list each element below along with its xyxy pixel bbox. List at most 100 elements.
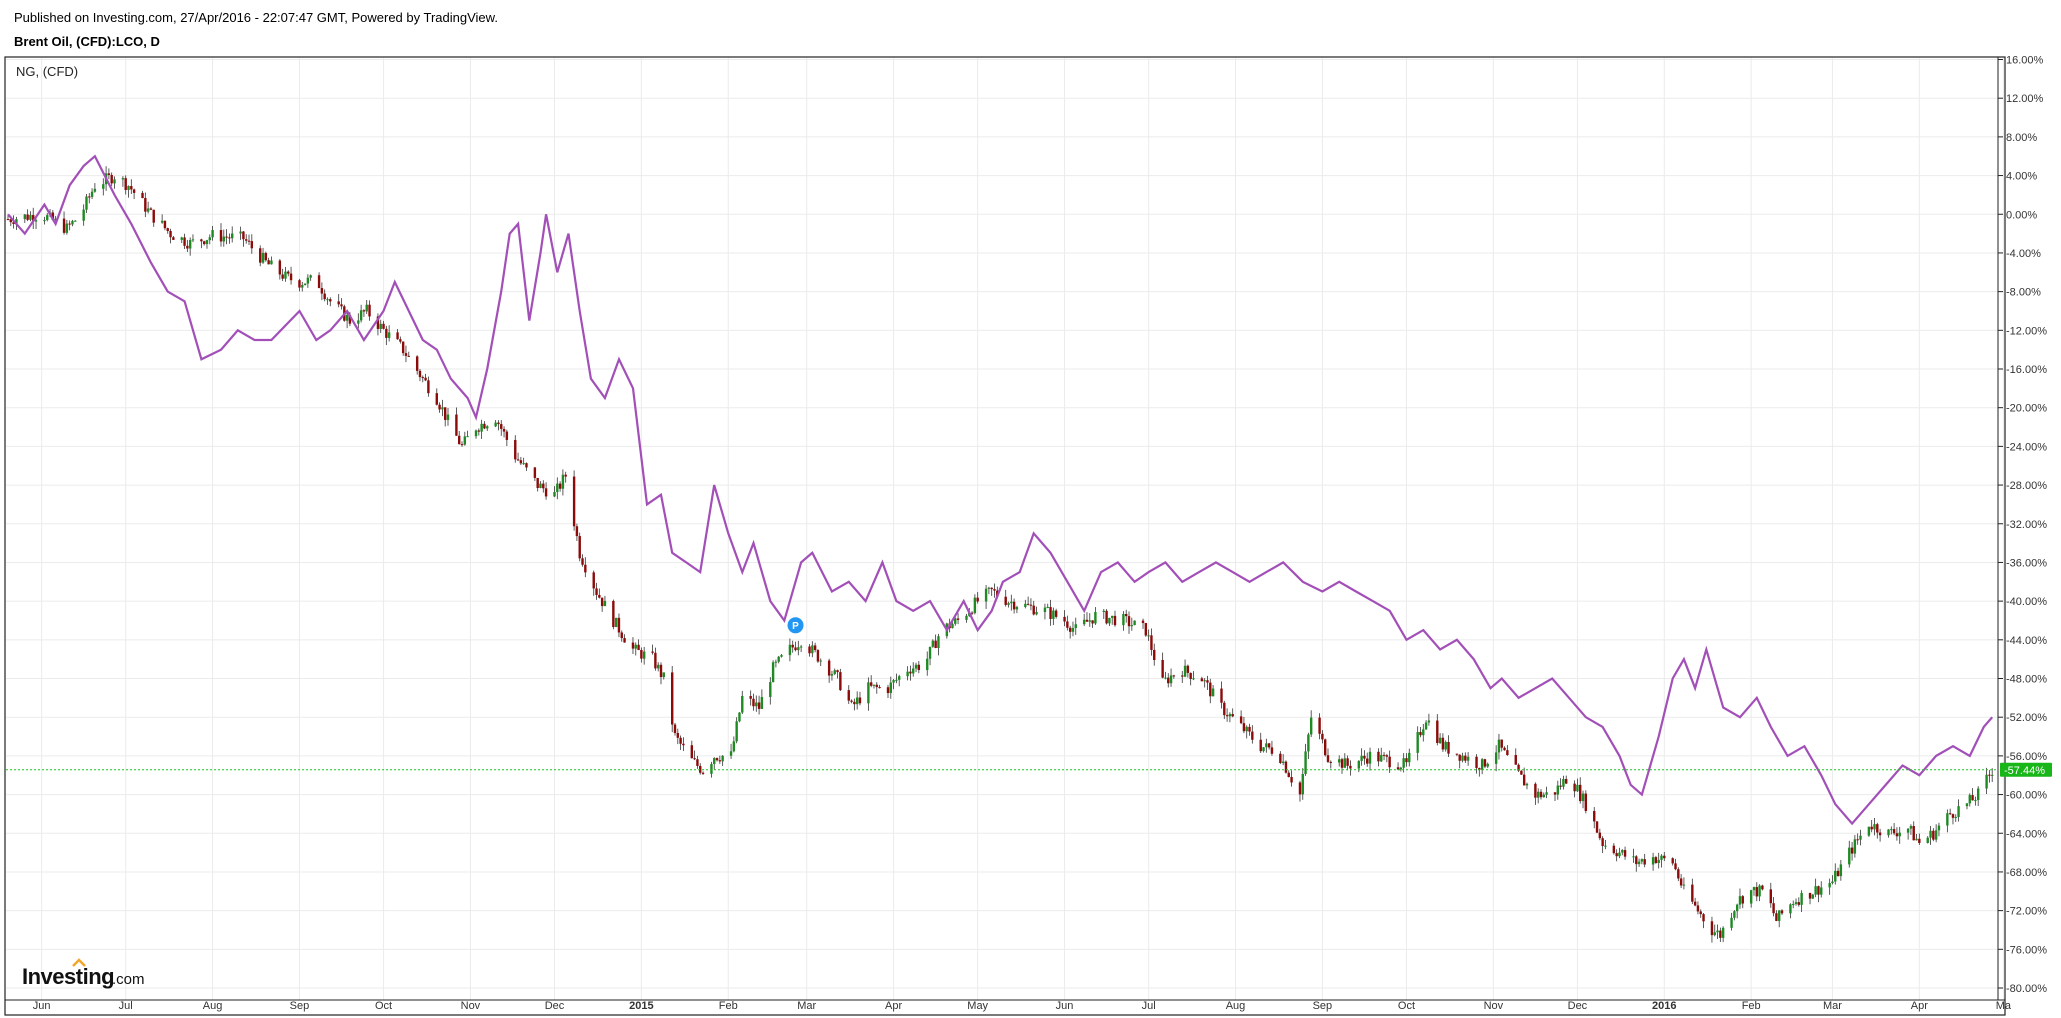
- candle: [1074, 617, 1077, 635]
- candle: [1640, 858, 1644, 865]
- candle: [830, 670, 834, 681]
- candle: [281, 268, 284, 282]
- candle: [1542, 792, 1545, 798]
- candle: [110, 172, 113, 187]
- candle: [320, 282, 324, 301]
- x-tick-label: Feb: [1742, 1000, 1761, 1012]
- candle: [231, 226, 234, 243]
- candle: [1932, 828, 1935, 842]
- x-tick-label: Jun: [33, 1000, 51, 1012]
- candle: [1794, 898, 1798, 906]
- candle: [211, 225, 214, 241]
- candle: [284, 266, 287, 282]
- candle: [1161, 652, 1164, 679]
- candle: [183, 233, 186, 250]
- candle: [1150, 628, 1153, 656]
- candle: [1480, 757, 1484, 775]
- candle: [132, 188, 136, 200]
- candle: [572, 470, 576, 531]
- candle: [1778, 910, 1781, 928]
- candle: [474, 429, 478, 439]
- y-tick-label: -80.00%: [2006, 983, 2047, 995]
- candle: [205, 239, 209, 249]
- candle: [1839, 859, 1843, 881]
- candle: [631, 637, 635, 654]
- candle: [1441, 733, 1445, 752]
- candle: [1539, 789, 1543, 800]
- candle: [956, 613, 960, 625]
- candle: [774, 659, 778, 668]
- candle: [202, 240, 206, 246]
- candle: [757, 695, 761, 715]
- candle: [1876, 822, 1879, 839]
- candle: [1141, 618, 1145, 629]
- candle: [1506, 745, 1509, 756]
- candle: [990, 587, 993, 596]
- x-tick-label: Apr: [885, 1000, 902, 1012]
- candle: [1710, 916, 1714, 943]
- candle: [65, 219, 69, 235]
- x-tick-label: Aug: [1226, 1000, 1246, 1012]
- candle: [1853, 835, 1857, 858]
- candle: [1483, 758, 1487, 769]
- candle: [418, 369, 422, 382]
- candle: [847, 685, 850, 704]
- x-tick-label: Oct: [1398, 1000, 1415, 1012]
- candle: [973, 594, 977, 615]
- candle: [1918, 833, 1921, 845]
- candle: [855, 691, 859, 710]
- candle: [1396, 762, 1400, 771]
- candle: [1873, 818, 1876, 836]
- candle: [1251, 725, 1254, 744]
- candle: [407, 351, 410, 357]
- candle: [486, 425, 489, 431]
- candle: [1892, 823, 1896, 836]
- candle: [247, 234, 251, 245]
- candle: [1985, 767, 1988, 795]
- candle: [1447, 735, 1450, 758]
- candle: [1144, 622, 1148, 637]
- candle: [1091, 620, 1094, 628]
- candle: [1029, 598, 1033, 611]
- chart-frame: [4, 56, 2006, 1016]
- candle: [121, 176, 125, 187]
- candle: [1127, 611, 1131, 634]
- candle: [480, 419, 483, 439]
- candle: [987, 586, 991, 595]
- candle: [1326, 748, 1330, 763]
- candle: [317, 272, 321, 289]
- candle: [898, 674, 901, 687]
- x-tick-label: Dec: [545, 1000, 565, 1012]
- candle: [1105, 609, 1108, 625]
- event-marker[interactable]: P: [787, 617, 804, 634]
- candle: [1730, 912, 1733, 931]
- candle: [926, 651, 929, 676]
- candle: [149, 207, 153, 211]
- y-tick-label: -60.00%: [2006, 790, 2047, 802]
- y-tick-label: 8.00%: [2006, 132, 2037, 144]
- candle: [654, 647, 657, 671]
- candle: [1248, 723, 1251, 736]
- candle: [1015, 605, 1019, 614]
- candle: [1517, 763, 1520, 773]
- candle: [1399, 766, 1403, 772]
- candle: [264, 251, 268, 262]
- candle: [166, 227, 169, 234]
- candle: [1494, 745, 1498, 772]
- candle: [735, 717, 738, 744]
- candle: [250, 234, 254, 254]
- candle: [93, 183, 97, 193]
- y-tick-label: -48.00%: [2006, 674, 2047, 686]
- candle: [1088, 613, 1091, 627]
- candle: [1223, 700, 1226, 720]
- candle: [23, 213, 27, 223]
- candle: [853, 698, 856, 711]
- candle: [816, 649, 820, 663]
- candle: [799, 644, 803, 652]
- candle: [836, 669, 839, 679]
- candle: [1895, 827, 1899, 841]
- candle: [1284, 760, 1288, 774]
- candle: [729, 743, 733, 759]
- candle: [1971, 788, 1974, 801]
